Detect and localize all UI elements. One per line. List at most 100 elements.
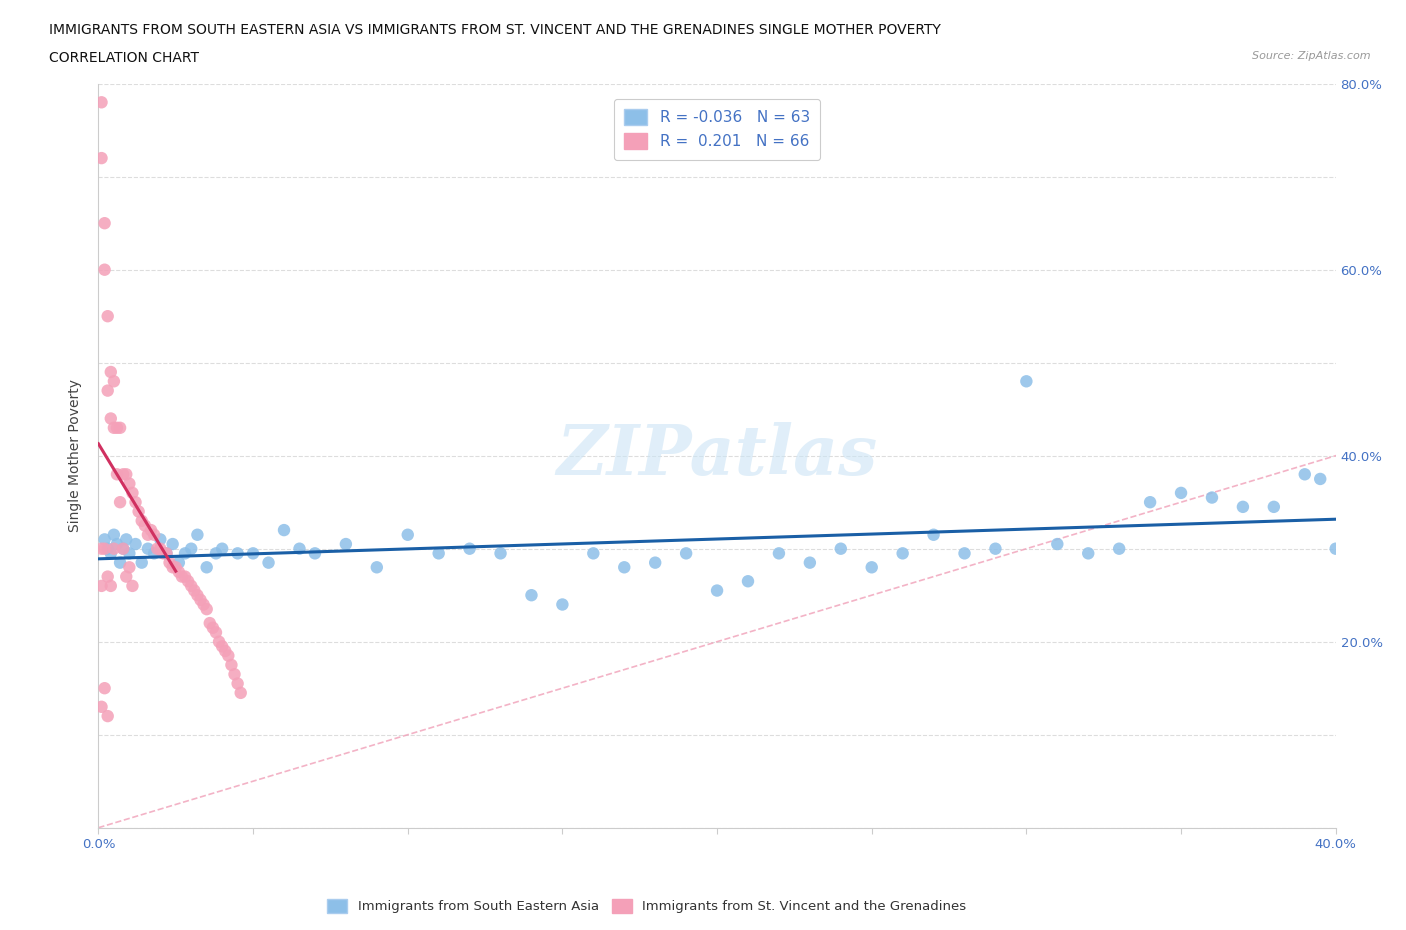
- Point: [489, 546, 512, 561]
- Legend: R = -0.036   N = 63, R =  0.201   N = 66: R = -0.036 N = 63, R = 0.201 N = 66: [613, 99, 821, 160]
- Point: [396, 527, 419, 542]
- Point: [1077, 546, 1099, 561]
- Point: [93, 541, 115, 556]
- Point: [124, 537, 146, 551]
- Point: [118, 546, 141, 561]
- Text: ZIPatlas: ZIPatlas: [557, 422, 877, 489]
- Point: [211, 541, 233, 556]
- Point: [155, 546, 177, 561]
- Point: [221, 658, 243, 672]
- Point: [121, 485, 143, 500]
- Point: [1232, 499, 1254, 514]
- Point: [103, 420, 125, 435]
- Point: [304, 546, 326, 561]
- Point: [984, 541, 1007, 556]
- Point: [97, 709, 120, 724]
- Point: [155, 546, 177, 561]
- Point: [115, 569, 138, 584]
- Point: [97, 541, 120, 556]
- Point: [613, 560, 636, 575]
- Point: [100, 411, 122, 426]
- Point: [162, 537, 184, 551]
- Point: [211, 639, 233, 654]
- Point: [1263, 499, 1285, 514]
- Point: [159, 555, 181, 570]
- Point: [335, 537, 357, 551]
- Point: [183, 583, 205, 598]
- Point: [93, 216, 115, 231]
- Point: [105, 420, 128, 435]
- Point: [737, 574, 759, 589]
- Point: [891, 546, 914, 561]
- Point: [112, 541, 135, 556]
- Point: [97, 569, 120, 584]
- Point: [953, 546, 976, 561]
- Point: [97, 383, 120, 398]
- Point: [226, 676, 249, 691]
- Point: [177, 574, 200, 589]
- Point: [100, 365, 122, 379]
- Point: [186, 588, 208, 603]
- Point: [121, 578, 143, 593]
- Point: [174, 569, 197, 584]
- Point: [1294, 467, 1316, 482]
- Point: [136, 541, 159, 556]
- Point: [675, 546, 697, 561]
- Point: [112, 541, 135, 556]
- Point: [1309, 472, 1331, 486]
- Point: [195, 560, 218, 575]
- Point: [112, 467, 135, 482]
- Point: [90, 95, 112, 110]
- Point: [146, 541, 169, 556]
- Point: [551, 597, 574, 612]
- Point: [152, 546, 174, 561]
- Point: [186, 527, 208, 542]
- Point: [208, 634, 231, 649]
- Legend: Immigrants from South Eastern Asia, Immigrants from St. Vincent and the Grenadin: Immigrants from South Eastern Asia, Immi…: [322, 894, 972, 919]
- Point: [198, 616, 221, 631]
- Point: [143, 546, 166, 561]
- Point: [860, 560, 883, 575]
- Point: [226, 546, 249, 561]
- Point: [1139, 495, 1161, 510]
- Point: [93, 262, 115, 277]
- Point: [180, 578, 202, 593]
- Point: [128, 504, 150, 519]
- Point: [105, 537, 128, 551]
- Text: Source: ZipAtlas.com: Source: ZipAtlas.com: [1253, 51, 1371, 61]
- Point: [115, 532, 138, 547]
- Point: [229, 685, 252, 700]
- Point: [273, 523, 295, 538]
- Point: [124, 495, 146, 510]
- Point: [217, 648, 239, 663]
- Point: [288, 541, 311, 556]
- Point: [93, 532, 115, 547]
- Point: [131, 555, 153, 570]
- Point: [1015, 374, 1038, 389]
- Point: [366, 560, 388, 575]
- Point: [205, 546, 228, 561]
- Point: [174, 546, 197, 561]
- Point: [139, 523, 162, 538]
- Point: [97, 309, 120, 324]
- Point: [105, 467, 128, 482]
- Point: [90, 699, 112, 714]
- Point: [90, 151, 112, 166]
- Point: [100, 578, 122, 593]
- Point: [136, 527, 159, 542]
- Point: [1201, 490, 1223, 505]
- Point: [118, 476, 141, 491]
- Point: [90, 541, 112, 556]
- Point: [162, 560, 184, 575]
- Point: [195, 602, 218, 617]
- Point: [205, 625, 228, 640]
- Point: [1108, 541, 1130, 556]
- Point: [201, 620, 224, 635]
- Point: [830, 541, 852, 556]
- Point: [214, 644, 236, 658]
- Point: [100, 546, 122, 561]
- Point: [799, 555, 821, 570]
- Point: [103, 527, 125, 542]
- Point: [768, 546, 790, 561]
- Point: [115, 467, 138, 482]
